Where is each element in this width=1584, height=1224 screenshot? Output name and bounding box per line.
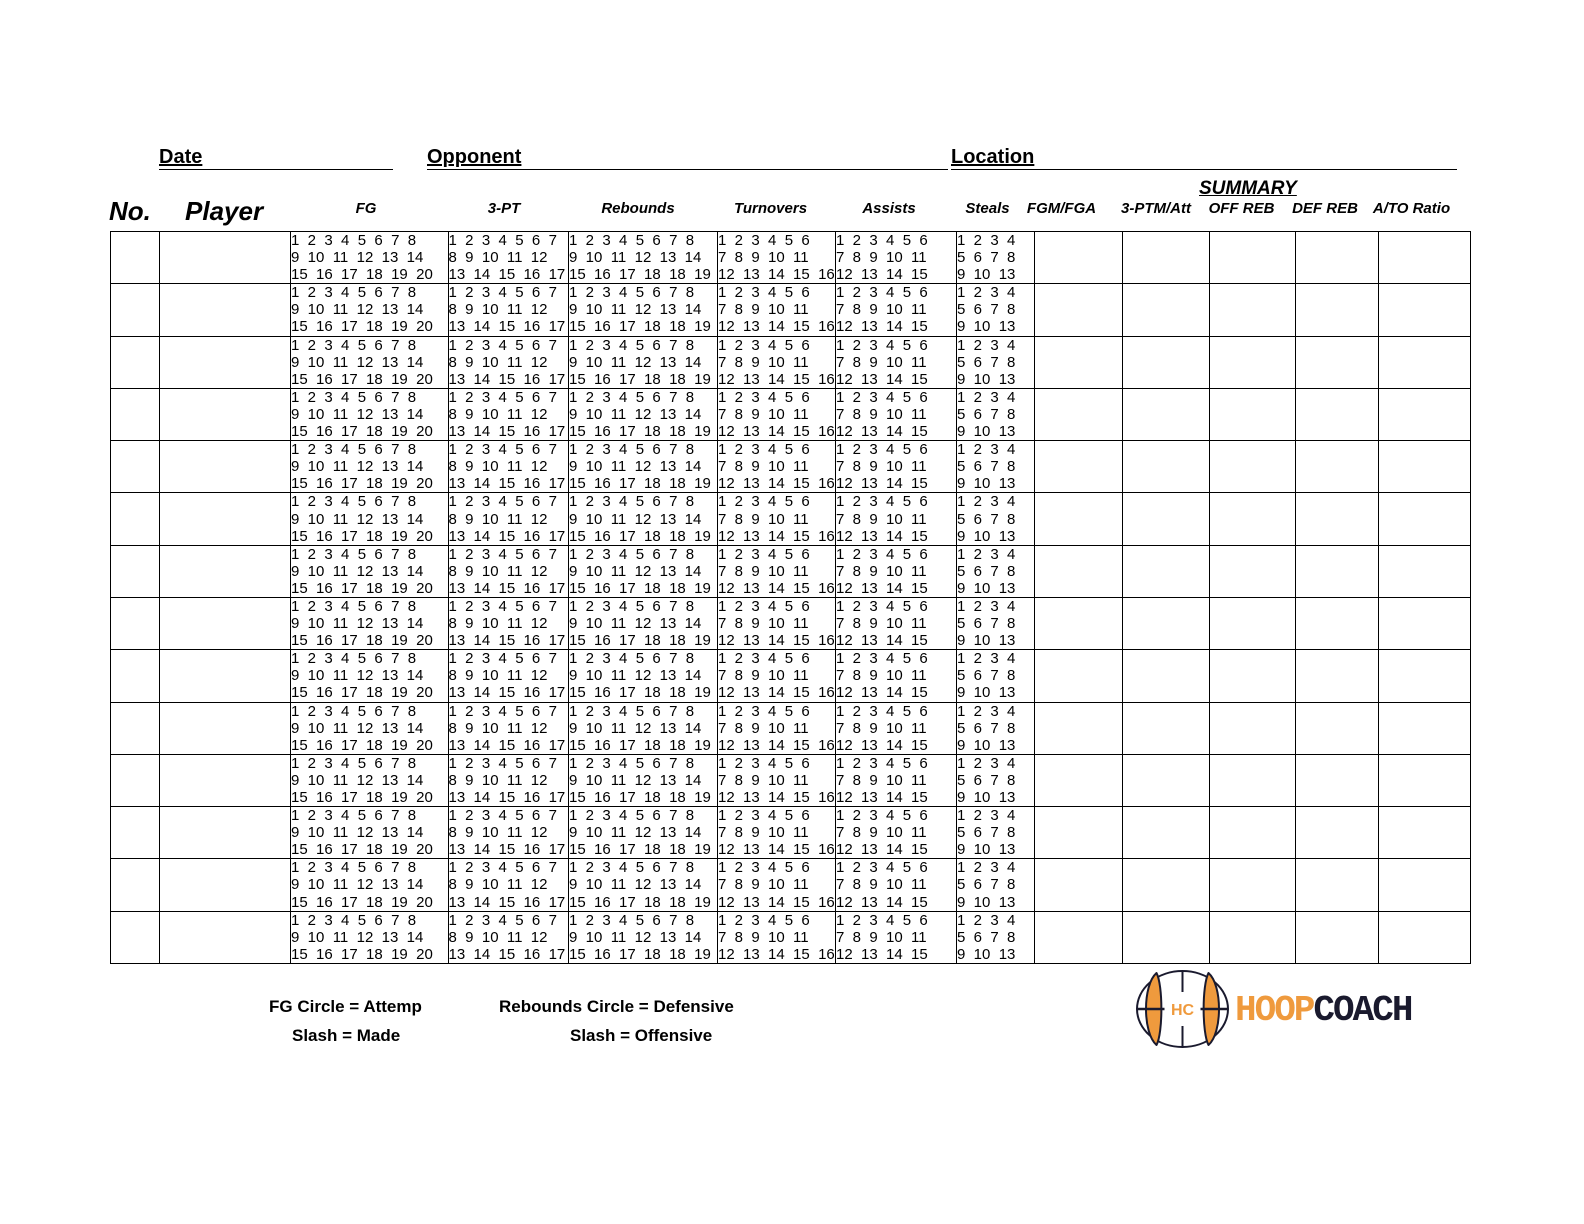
svg-text:HC: HC bbox=[1171, 1002, 1195, 1019]
